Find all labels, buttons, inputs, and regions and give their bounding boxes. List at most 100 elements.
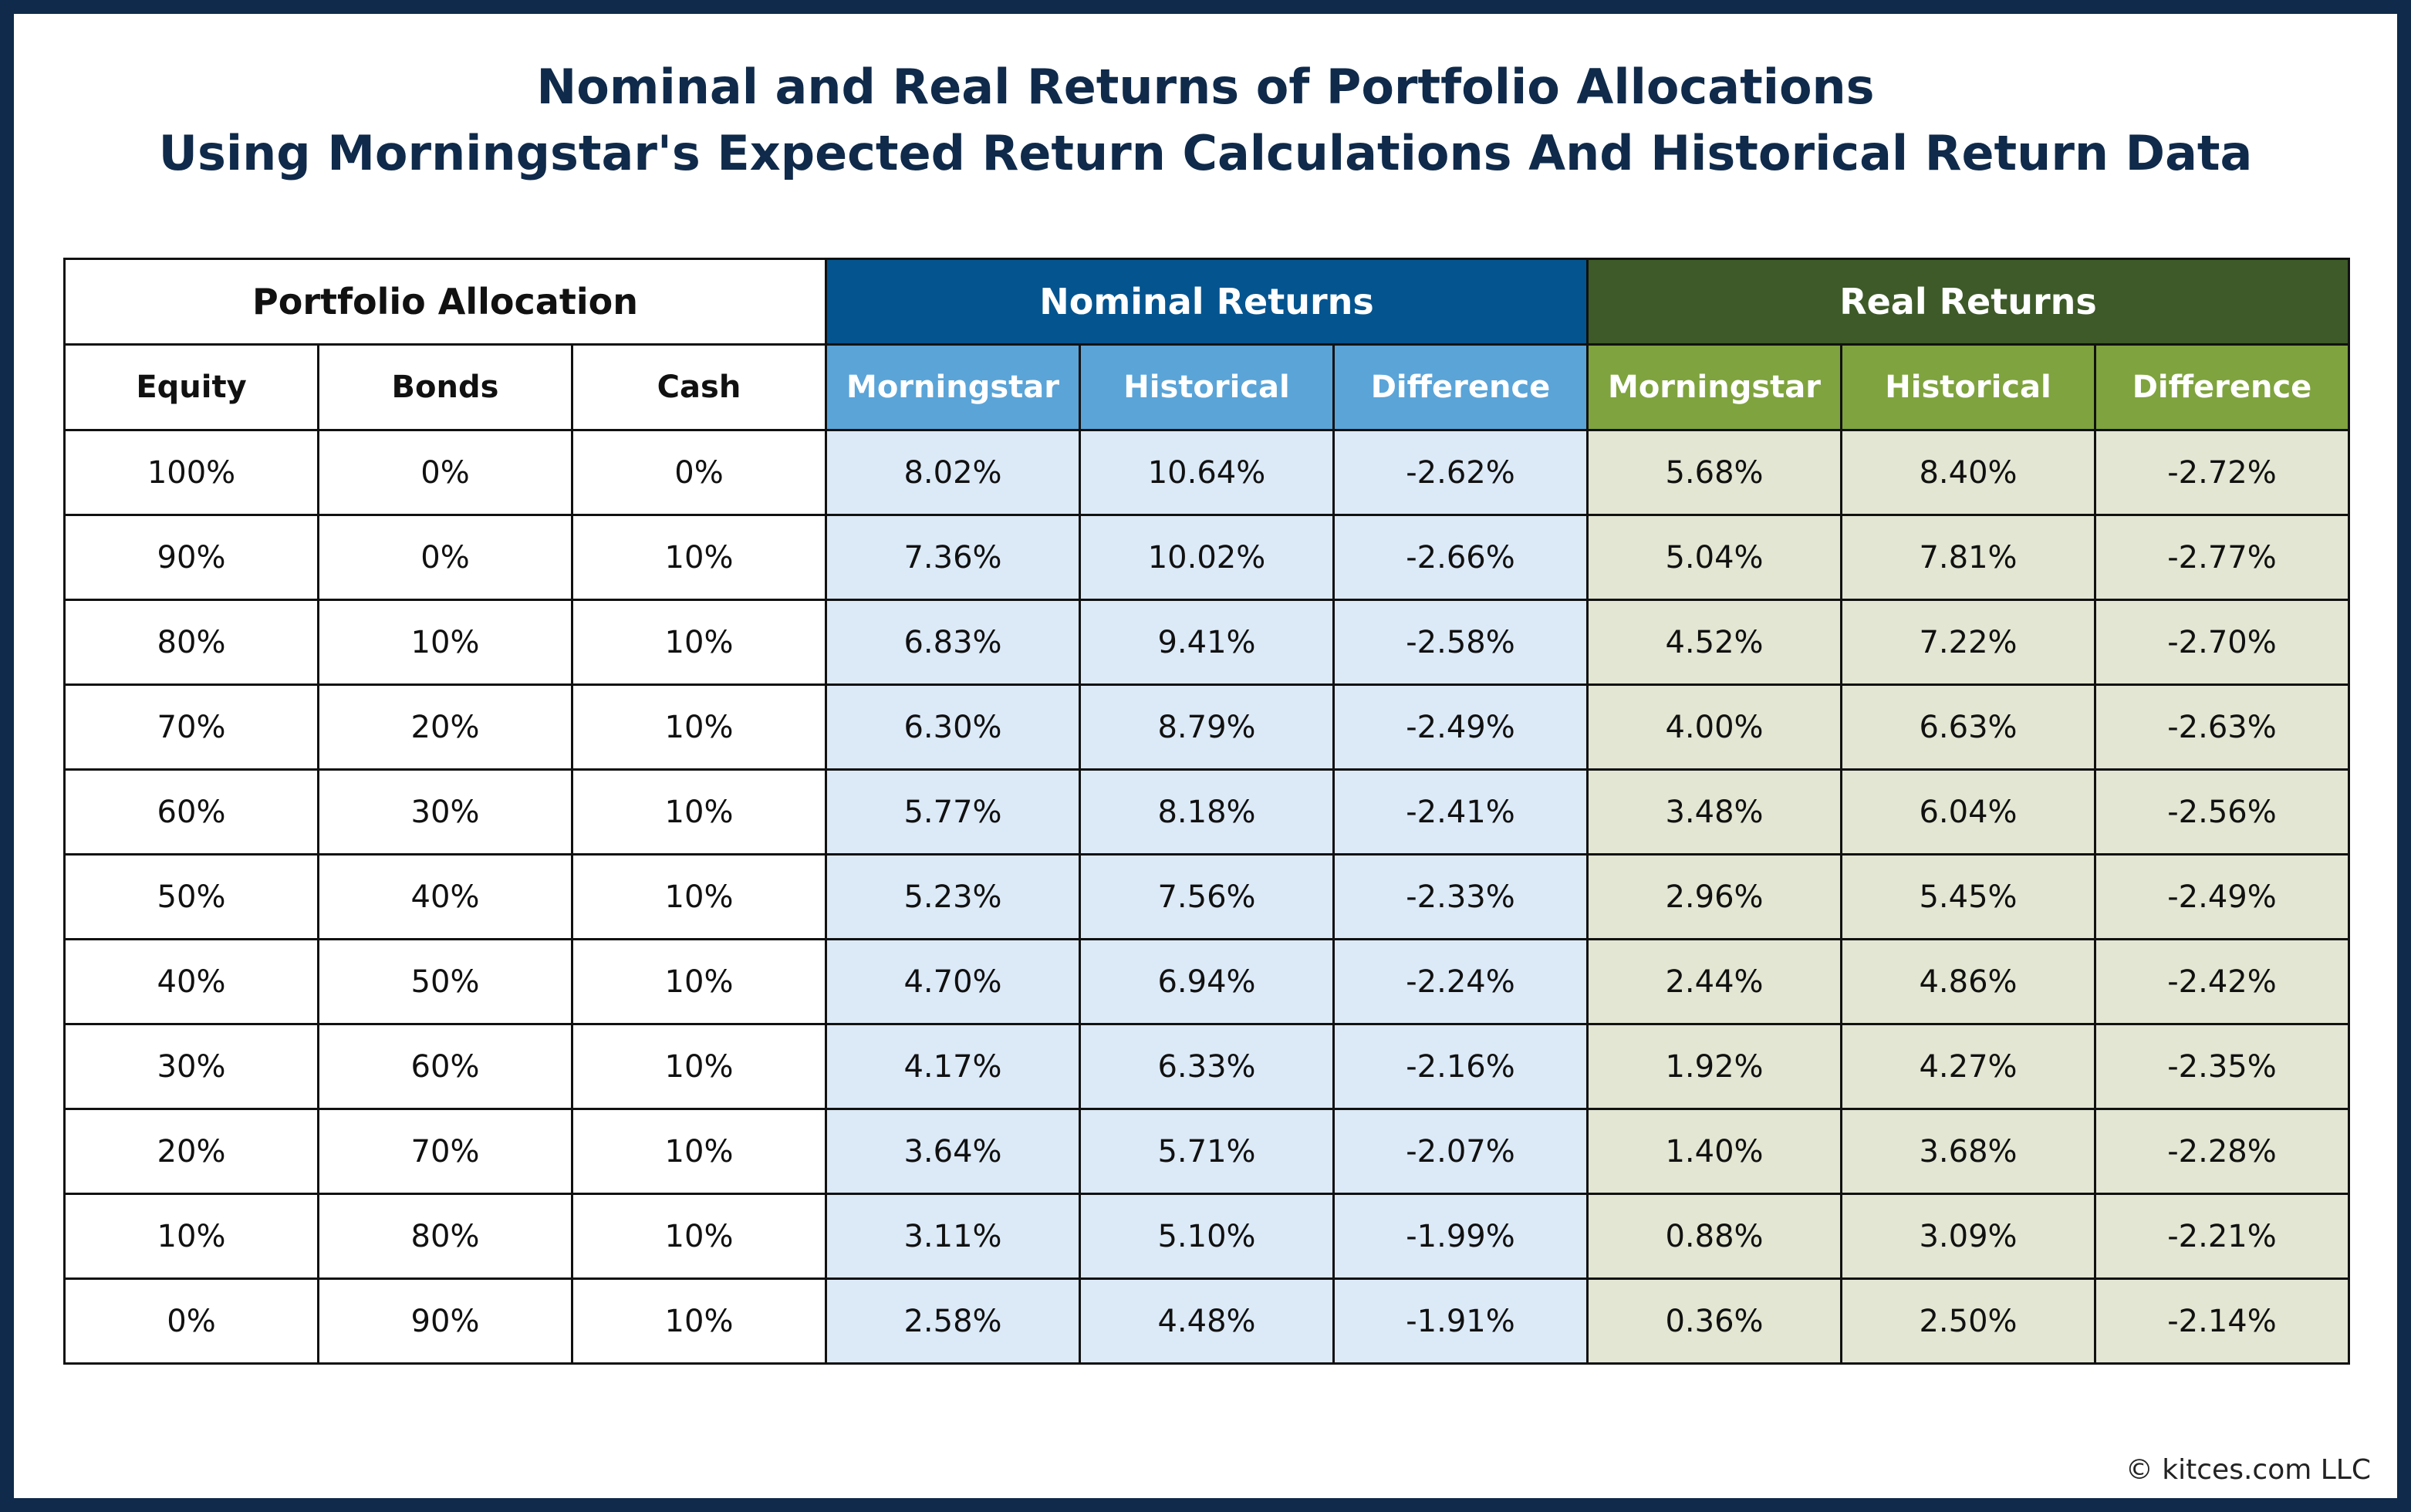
cell-real-morningstar: 1.92% [1586,1023,1842,1110]
cell-nominal-morningstar: 2.58% [825,1277,1081,1365]
cell-bonds: 90% [317,1277,573,1365]
cell-real-difference: -2.21% [2094,1193,2350,1280]
column-header-bonds: Bonds [317,343,573,431]
group-header-row: Portfolio Allocation Nominal Returns Rea… [63,258,2350,346]
table-row: 70% 20% 10% 6.30% 8.79% -2.49% 4.00% 6.63% -2.63… [63,683,2350,771]
cell-cash: 10% [571,853,827,940]
cell-nominal-morningstar: 7.36% [825,514,1081,601]
chart-title: Nominal and Real Returns of Portfolio Al… [14,54,2397,187]
cell-bonds: 10% [317,599,573,686]
cell-real-morningstar: 4.52% [1586,599,1842,686]
cell-nominal-difference: -2.41% [1332,768,1589,856]
cell-nominal-morningstar: 3.64% [825,1108,1081,1195]
cell-real-difference: -2.63% [2094,683,2350,771]
figure-frame: Nominal and Real Returns of Portfolio Al… [14,14,2397,1498]
cell-real-difference: -2.49% [2094,853,2350,940]
column-header-cash: Cash [571,343,827,431]
cell-cash: 10% [571,1108,827,1195]
cell-nominal-morningstar: 8.02% [825,429,1081,516]
group-header-portfolio-allocation: Portfolio Allocation [63,258,827,346]
table-row: 100% 0% 0% 8.02% 10.64% -2.62% 5.68% 8.40% -2.72… [63,429,2350,516]
cell-equity: 60% [63,768,319,856]
cell-nominal-morningstar: 4.70% [825,938,1081,1025]
cell-real-morningstar: 5.04% [1586,514,1842,601]
cell-cash: 10% [571,1023,827,1110]
table-row: 10% 80% 10% 3.11% 5.10% -1.99% 0.88% 3.09% -2.21… [63,1193,2350,1280]
cell-nominal-morningstar: 6.83% [825,599,1081,686]
cell-cash: 10% [571,683,827,771]
cell-real-morningstar: 5.68% [1586,429,1842,516]
cell-nominal-historical: 7.56% [1079,853,1335,940]
cell-real-difference: -2.42% [2094,938,2350,1025]
cell-nominal-morningstar: 5.23% [825,853,1081,940]
cell-real-historical: 5.45% [1840,853,2096,940]
cell-equity: 30% [63,1023,319,1110]
cell-real-difference: -2.35% [2094,1023,2350,1110]
cell-real-historical: 4.86% [1840,938,2096,1025]
cell-cash: 10% [571,938,827,1025]
cell-real-morningstar: 2.44% [1586,938,1842,1025]
cell-nominal-difference: -2.24% [1332,938,1589,1025]
cell-nominal-historical: 6.94% [1079,938,1335,1025]
cell-real-morningstar: 0.88% [1586,1193,1842,1280]
cell-bonds: 0% [317,429,573,516]
cell-bonds: 40% [317,853,573,940]
cell-equity: 50% [63,853,319,940]
cell-equity: 90% [63,514,319,601]
cell-nominal-historical: 8.18% [1079,768,1335,856]
cell-equity: 100% [63,429,319,516]
cell-cash: 10% [571,768,827,856]
cell-real-morningstar: 1.40% [1586,1108,1842,1195]
column-header-real-morningstar: Morningstar [1586,343,1842,431]
table-row: 50% 40% 10% 5.23% 7.56% -2.33% 2.96% 5.45% -2.49… [63,853,2350,940]
cell-nominal-difference: -2.58% [1332,599,1589,686]
cell-bonds: 50% [317,938,573,1025]
cell-equity: 70% [63,683,319,771]
cell-nominal-historical: 6.33% [1079,1023,1335,1110]
cell-bonds: 20% [317,683,573,771]
cell-real-historical: 7.22% [1840,599,2096,686]
cell-real-difference: -2.70% [2094,599,2350,686]
cell-real-morningstar: 0.36% [1586,1277,1842,1365]
cell-real-morningstar: 2.96% [1586,853,1842,940]
cell-real-morningstar: 3.48% [1586,768,1842,856]
column-header-row: Equity Bonds Cash Morningstar Historical… [63,343,2350,431]
cell-real-difference: -2.14% [2094,1277,2350,1365]
cell-real-historical: 7.81% [1840,514,2096,601]
table-row: 0% 90% 10% 2.58% 4.48% -1.91% 0.36% 2.50% -2.14% [63,1277,2350,1365]
cell-nominal-morningstar: 4.17% [825,1023,1081,1110]
cell-bonds: 0% [317,514,573,601]
column-header-equity: Equity [63,343,319,431]
cell-real-historical: 4.27% [1840,1023,2096,1110]
table-row: 80% 10% 10% 6.83% 9.41% -2.58% 4.52% 7.22% -2.70… [63,599,2350,686]
cell-nominal-historical: 10.02% [1079,514,1335,601]
cell-nominal-historical: 8.79% [1079,683,1335,771]
cell-nominal-morningstar: 5.77% [825,768,1081,856]
cell-real-difference: -2.56% [2094,768,2350,856]
cell-nominal-morningstar: 6.30% [825,683,1081,771]
cell-cash: 10% [571,599,827,686]
cell-nominal-difference: -1.99% [1332,1193,1589,1280]
column-header-nominal-historical: Historical [1079,343,1335,431]
cell-real-historical: 3.09% [1840,1193,2096,1280]
cell-real-historical: 8.40% [1840,429,2096,516]
cell-real-difference: -2.77% [2094,514,2350,601]
cell-bonds: 70% [317,1108,573,1195]
column-header-real-historical: Historical [1840,343,2096,431]
cell-bonds: 60% [317,1023,573,1110]
copyright-footer: © kitces.com LLC [2125,1454,2371,1486]
cell-cash: 10% [571,1277,827,1365]
table-row: 20% 70% 10% 3.64% 5.71% -2.07% 1.40% 3.68% -2.28… [63,1108,2350,1195]
cell-nominal-difference: -2.16% [1332,1023,1589,1110]
cell-equity: 80% [63,599,319,686]
cell-real-difference: -2.28% [2094,1108,2350,1195]
cell-real-historical: 6.63% [1840,683,2096,771]
cell-real-difference: -2.72% [2094,429,2350,516]
cell-nominal-difference: -2.66% [1332,514,1589,601]
table-body: 100% 0% 0% 8.02% 10.64% -2.62% 5.68% 8.40% -2.72… [63,429,2350,1365]
cell-nominal-historical: 5.10% [1079,1193,1335,1280]
cell-nominal-difference: -1.91% [1332,1277,1589,1365]
cell-real-historical: 6.04% [1840,768,2096,856]
cell-nominal-difference: -2.62% [1332,429,1589,516]
cell-cash: 10% [571,1193,827,1280]
